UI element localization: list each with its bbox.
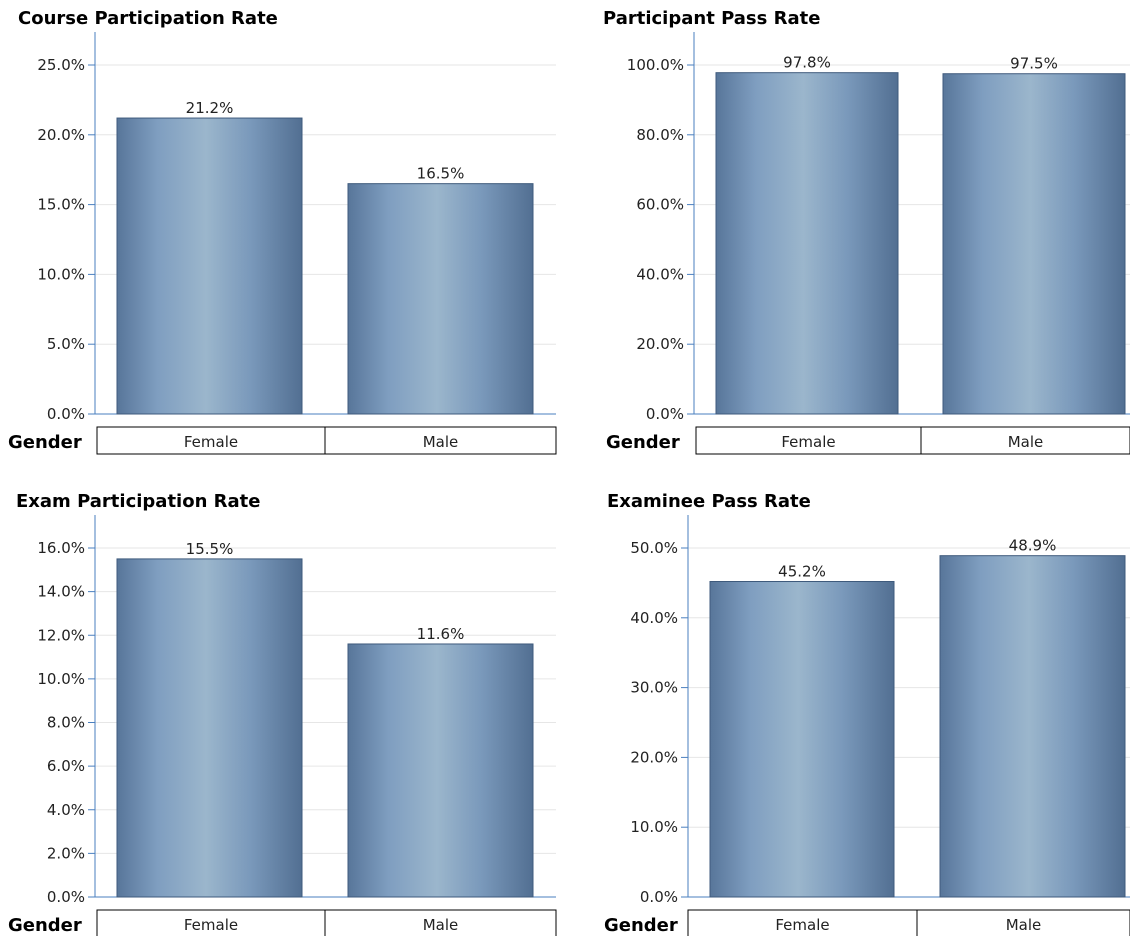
- y-tick-label: 0.0%: [646, 405, 684, 423]
- bar-male: [939, 555, 1126, 898]
- y-tick-label: 10.0%: [37, 670, 85, 688]
- group-label: Gender: [8, 432, 82, 453]
- y-tick-label: 0.0%: [640, 888, 678, 906]
- y-tick-label: 12.0%: [37, 626, 85, 644]
- y-tick-label: 16.0%: [37, 539, 85, 557]
- group-label: Gender: [606, 432, 680, 453]
- bar-female: [116, 558, 303, 898]
- y-tick-label: 2.0%: [47, 844, 85, 862]
- category-label: Male: [1006, 916, 1042, 934]
- y-tick-label: 40.0%: [636, 265, 684, 283]
- y-tick-label: 40.0%: [630, 609, 678, 627]
- bar-male: [347, 643, 534, 898]
- y-tick-label: 5.0%: [47, 335, 85, 353]
- y-tick-label: 50.0%: [630, 539, 678, 557]
- y-tick-label: 4.0%: [47, 801, 85, 819]
- y-tick-label: 30.0%: [630, 679, 678, 697]
- y-tick-label: 80.0%: [636, 126, 684, 144]
- chart-title: Course Participation Rate: [18, 8, 278, 29]
- y-tick-label: 100.0%: [627, 56, 684, 74]
- data-label: 97.5%: [1010, 55, 1058, 73]
- y-tick-label: 6.0%: [47, 757, 85, 775]
- bar-female: [116, 117, 303, 415]
- data-label: 48.9%: [1009, 537, 1057, 555]
- group-label: Gender: [604, 915, 678, 936]
- y-tick-label: 10.0%: [37, 265, 85, 283]
- data-label: 97.8%: [783, 54, 831, 72]
- chart-title: Examinee Pass Rate: [607, 491, 811, 512]
- chart-title: Exam Participation Rate: [16, 491, 261, 512]
- y-tick-label: 25.0%: [37, 56, 85, 74]
- category-row: [96, 909, 557, 936]
- bar-female: [715, 72, 899, 415]
- y-tick-label: 8.0%: [47, 714, 85, 732]
- data-label: 45.2%: [778, 563, 826, 581]
- category-row: [687, 909, 1130, 936]
- category-label: Male: [423, 916, 459, 934]
- category-label: Male: [423, 433, 459, 451]
- category-label: Female: [184, 433, 238, 451]
- group-label: Gender: [8, 915, 82, 936]
- y-tick-label: 0.0%: [47, 888, 85, 906]
- y-tick-label: 0.0%: [47, 405, 85, 423]
- y-tick-label: 14.0%: [37, 583, 85, 601]
- y-tick-label: 20.0%: [37, 126, 85, 144]
- category-label: Female: [775, 916, 829, 934]
- chart-title: Participant Pass Rate: [603, 8, 820, 29]
- bar-male: [942, 73, 1126, 415]
- bar-male: [347, 183, 534, 415]
- data-label: 16.5%: [417, 165, 465, 183]
- data-label: 15.5%: [186, 540, 234, 558]
- category-label: Male: [1008, 433, 1044, 451]
- data-label: 21.2%: [186, 99, 234, 117]
- y-tick-label: 20.0%: [630, 748, 678, 766]
- y-tick-label: 10.0%: [630, 818, 678, 836]
- y-tick-label: 20.0%: [636, 335, 684, 353]
- y-tick-label: 60.0%: [636, 196, 684, 214]
- category-label: Female: [781, 433, 835, 451]
- data-label: 11.6%: [417, 625, 465, 643]
- y-tick-label: 15.0%: [37, 196, 85, 214]
- category-row: [695, 426, 1130, 455]
- bar-female: [709, 581, 895, 898]
- category-label: Female: [184, 916, 238, 934]
- category-row: [96, 426, 557, 455]
